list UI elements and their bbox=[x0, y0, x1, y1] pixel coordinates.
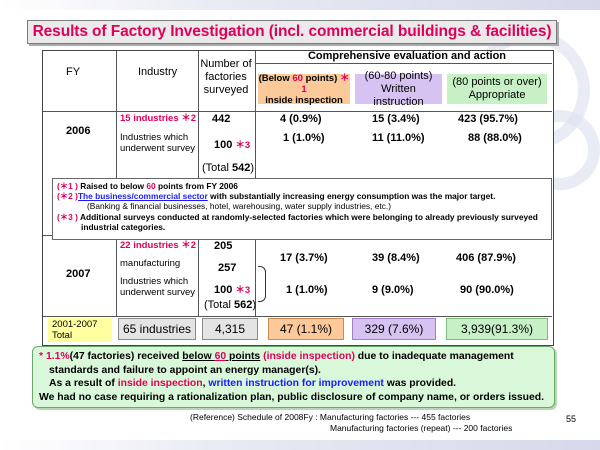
table-rule bbox=[116, 235, 117, 316]
fy2006-industries-surveyed: Industries which underwent survey bbox=[120, 132, 195, 154]
table-rule bbox=[43, 316, 552, 317]
note-2: (＊2 )The business/commercial sector with… bbox=[57, 191, 496, 202]
fy2006-high-2: 88 (88.0%) bbox=[468, 132, 522, 144]
fy2007-below-2: 1 (1.0%) bbox=[286, 284, 328, 296]
header-fy: FY bbox=[66, 66, 81, 78]
summary-line-1: * 1.1%(47 factories) received below 60 p… bbox=[39, 351, 514, 362]
note-2-detail: (Banking & financial businesses, hotel, … bbox=[87, 201, 391, 212]
fy2006-industries: 15 industries ＊2 bbox=[120, 113, 197, 124]
fy2007-below-1: 17 (3.7%) bbox=[280, 252, 328, 264]
slide-title: Results of Factory Investigation (incl. … bbox=[27, 20, 557, 44]
total-industries: 65 industries bbox=[118, 318, 196, 340]
page-number: 55 bbox=[566, 414, 577, 424]
fy2006-count-2: 100 ＊3 bbox=[214, 139, 251, 151]
summary-line-3: As a result of inside inspection, writte… bbox=[49, 378, 457, 390]
summary-line-4: We had no case requiring a rationalizati… bbox=[39, 391, 545, 403]
fy2007-count-1: 205 bbox=[214, 240, 233, 252]
fy2007-high-1: 406 (87.9%) bbox=[456, 252, 516, 264]
bottom-decor-band bbox=[0, 440, 600, 450]
header-80-over: (80 points or over) Appropriate bbox=[447, 74, 547, 104]
fy2007-total: (Total 562) bbox=[204, 299, 256, 311]
fy2007-count-3: 100 ＊3 bbox=[214, 284, 251, 296]
note-1: (＊1 ) Raised to below 60 points from FY … bbox=[57, 181, 238, 191]
total-60-80: 329 (7.6%) bbox=[352, 318, 436, 340]
total-below60: 47 (1.1%) bbox=[268, 318, 344, 340]
top-decor-band bbox=[0, 0, 600, 10]
fy2006-mid-2: 11 (11.0%) bbox=[372, 132, 425, 144]
summary-line-2: standards and failure to appoint an ener… bbox=[49, 364, 321, 376]
header-factories-surveyed: Number of factories surveyed bbox=[200, 58, 252, 96]
fy2007-mid-1: 39 (8.4%) bbox=[372, 252, 420, 264]
note-3-detail: industrial categories. bbox=[81, 221, 166, 232]
fy2007-industries-surveyed: Industries which underwent survey bbox=[120, 276, 195, 298]
fy2007-high-2: 90 (90.0%) bbox=[460, 284, 514, 296]
footnotes: (＊1 ) Raised to below 60 points from FY … bbox=[52, 178, 552, 240]
fy2007-industries: 22 industries ＊2 bbox=[120, 240, 197, 251]
summary-box: * 1.1%(47 factories) received below 60 p… bbox=[32, 346, 555, 408]
fy2006-total: (Total 542) bbox=[202, 162, 254, 174]
table-rule bbox=[255, 63, 552, 64]
header-comprehensive: Comprehensive evaluation and action bbox=[307, 50, 507, 62]
reference-note: (Reference) Schedule of 2008Fy : Manufac… bbox=[190, 412, 513, 433]
brace bbox=[258, 266, 266, 302]
table-rule bbox=[116, 51, 117, 179]
fy2006-below-1: 4 (0.9%) bbox=[280, 113, 322, 125]
table-rule bbox=[198, 235, 199, 316]
table-rule bbox=[255, 235, 256, 316]
fy2007-count-mfg: 257 bbox=[218, 262, 237, 274]
fy2006-mid-1: 15 (3.4%) bbox=[372, 113, 420, 125]
fy-2006: 2006 bbox=[66, 125, 91, 137]
fy-2007: 2007 bbox=[66, 268, 91, 280]
fy2006-below-2: 1 (1.0%) bbox=[283, 132, 325, 144]
fy2006-count-1: 442 bbox=[212, 113, 231, 125]
total-count: 4,315 bbox=[202, 318, 258, 340]
total-80-over: 3,939(91.3%) bbox=[446, 318, 548, 340]
header-industry: Industry bbox=[138, 66, 178, 78]
header-below60: (Below 60 points) ＊1 inside inspection bbox=[258, 72, 350, 106]
fy2006-high-1: 423 (95.7%) bbox=[458, 113, 518, 125]
table-rule bbox=[43, 111, 552, 112]
note-3: (＊3 ) Additional surveys conducted at ra… bbox=[57, 211, 538, 222]
total-label: 2001-2007 Total bbox=[48, 318, 112, 342]
fy2007-manufacturing: manufacturing bbox=[120, 258, 181, 269]
table-rule bbox=[255, 51, 256, 179]
header-60-80: (60-80 points) Written instruction bbox=[355, 70, 442, 108]
table-rule bbox=[198, 51, 199, 179]
fy2007-mid-2: 9 (9.0%) bbox=[372, 284, 414, 296]
